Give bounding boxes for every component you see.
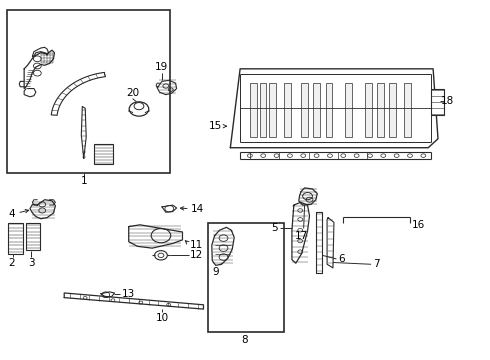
Bar [8, 223, 23, 253]
Text: 15: 15 [209, 121, 222, 131]
Bar [26, 223, 40, 250]
Bar [377, 83, 384, 137]
Bar [404, 83, 411, 137]
Bar [284, 83, 291, 137]
Text: 10: 10 [155, 313, 169, 323]
Text: 9: 9 [213, 267, 219, 277]
Bar [208, 223, 284, 332]
Bar [94, 144, 113, 164]
Text: 16: 16 [412, 220, 425, 230]
Bar [345, 83, 352, 137]
Bar [6, 10, 170, 173]
Text: 14: 14 [191, 204, 204, 214]
Text: 18: 18 [441, 96, 454, 106]
Text: 17: 17 [294, 231, 308, 241]
Text: 1: 1 [80, 176, 87, 186]
Bar [250, 83, 257, 137]
Bar [326, 83, 332, 137]
Text: 5: 5 [271, 224, 278, 233]
Bar [389, 83, 396, 137]
Text: 6: 6 [338, 254, 344, 264]
Bar [301, 83, 308, 137]
Text: 3: 3 [28, 258, 35, 268]
Bar [270, 83, 276, 137]
Text: 19: 19 [155, 62, 169, 72]
Text: 13: 13 [122, 289, 135, 299]
Text: 8: 8 [242, 335, 248, 345]
Bar [431, 89, 444, 116]
Bar [314, 83, 320, 137]
Text: 7: 7 [373, 259, 380, 269]
Bar [260, 83, 267, 137]
Text: 20: 20 [126, 88, 139, 98]
Text: 4: 4 [9, 209, 15, 219]
Text: 12: 12 [190, 250, 203, 260]
Bar [365, 83, 371, 137]
Text: 2: 2 [8, 258, 15, 268]
Text: 11: 11 [190, 240, 203, 250]
